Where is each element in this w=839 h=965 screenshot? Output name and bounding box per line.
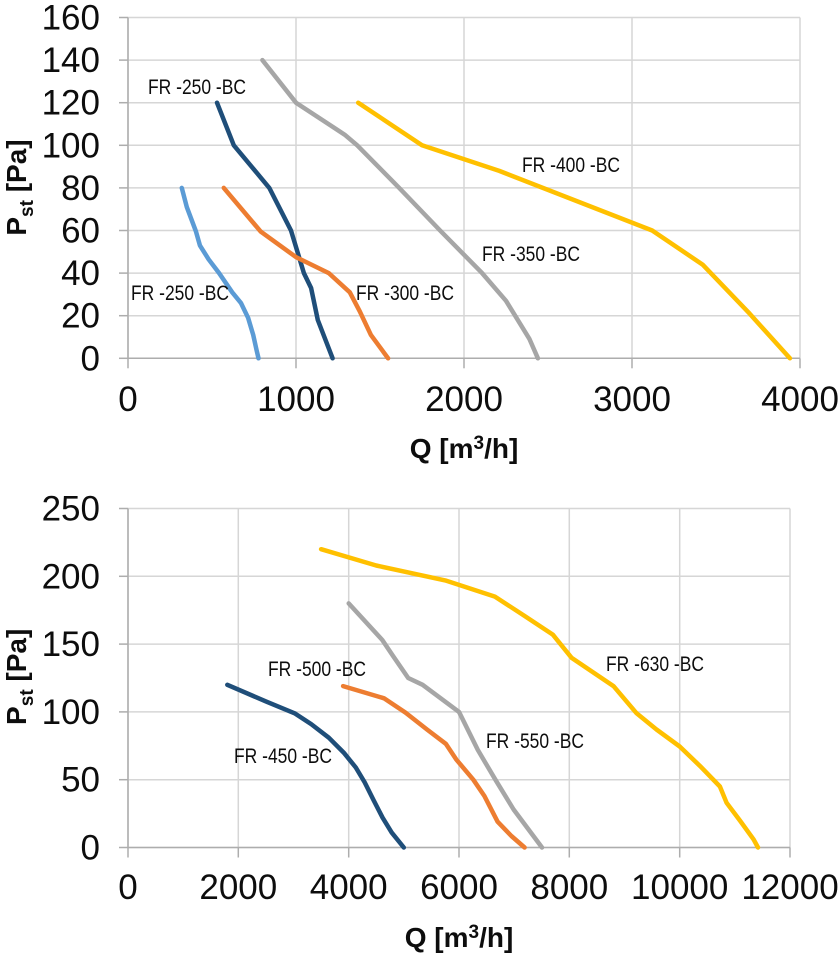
svg-text:250: 250: [42, 490, 100, 529]
svg-text:0: 0: [81, 829, 100, 868]
svg-text:60: 60: [61, 212, 100, 251]
svg-text:20: 20: [61, 297, 100, 336]
svg-text:10000: 10000: [631, 868, 728, 907]
svg-text:150: 150: [42, 625, 100, 664]
svg-text:FR -400 -BC: FR -400 -BC: [522, 154, 620, 177]
svg-text:4000: 4000: [761, 380, 839, 419]
svg-text:FR -300 -BC: FR -300 -BC: [356, 282, 454, 305]
svg-text:FR -450 -BC: FR -450 -BC: [234, 745, 332, 768]
svg-text:4000: 4000: [310, 868, 388, 907]
svg-text:FR -500 -BC: FR -500 -BC: [268, 658, 366, 681]
svg-text:FR -350 -BC: FR -350 -BC: [482, 243, 580, 266]
svg-text:40: 40: [61, 254, 100, 293]
svg-text:12000: 12000: [741, 868, 838, 907]
svg-text:100: 100: [42, 693, 100, 732]
svg-text:Q [m3/h]: Q [m3/h]: [405, 922, 514, 953]
svg-text:FR -250 -BC: FR -250 -BC: [148, 76, 246, 99]
svg-text:120: 120: [42, 84, 100, 123]
svg-text:140: 140: [42, 41, 100, 80]
svg-text:FR -250 -BC: FR -250 -BC: [131, 282, 229, 305]
svg-text:1000: 1000: [257, 380, 335, 419]
svg-text:3000: 3000: [593, 380, 671, 419]
svg-text:Q [m3/h]: Q [m3/h]: [410, 433, 519, 464]
svg-text:FR -550 -BC: FR -550 -BC: [486, 730, 584, 753]
svg-text:2000: 2000: [425, 380, 503, 419]
svg-text:80: 80: [61, 169, 100, 208]
svg-text:100: 100: [42, 126, 100, 165]
svg-text:160: 160: [42, 0, 100, 38]
svg-text:2000: 2000: [199, 868, 277, 907]
svg-text:6000: 6000: [420, 868, 498, 907]
svg-text:200: 200: [42, 557, 100, 596]
svg-text:Pst [Pa]: Pst [Pa]: [1, 629, 38, 725]
svg-text:Pst [Pa]: Pst [Pa]: [1, 139, 38, 235]
svg-text:8000: 8000: [530, 868, 608, 907]
svg-text:0: 0: [118, 868, 137, 907]
svg-text:0: 0: [81, 339, 100, 378]
svg-text:50: 50: [61, 761, 100, 800]
svg-text:0: 0: [118, 380, 137, 419]
svg-text:FR -630 -BC: FR -630 -BC: [606, 653, 704, 676]
